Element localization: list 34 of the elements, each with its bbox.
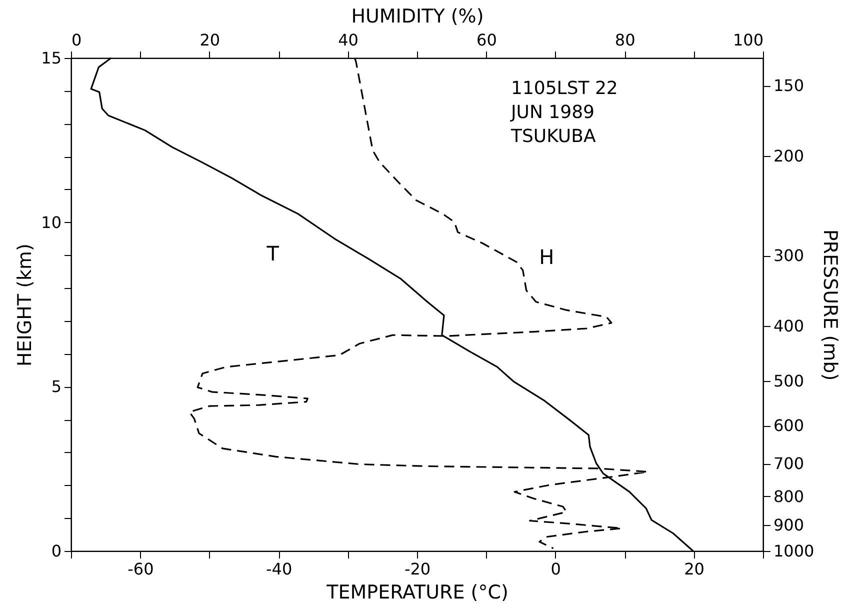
y2-tick-label: 900: [774, 516, 804, 535]
y-tick-label: 5: [51, 377, 62, 396]
y2-tick-label: 400: [774, 316, 804, 336]
y-axis-title: HEIGHT (km): [14, 244, 36, 366]
annotation: JUN 1989: [510, 102, 594, 123]
series-label: H: [539, 245, 554, 270]
x2-tick-label: 0: [72, 30, 82, 50]
x-tick-label: 20: [684, 560, 704, 578]
x2-axis-title: HUMIDITY (%): [351, 6, 484, 28]
x2-tick-label: 20: [200, 30, 220, 50]
x-tick-label: -20: [404, 560, 431, 578]
y2-tick-label: 600: [774, 416, 804, 436]
x-tick-label: -40: [266, 560, 292, 578]
x-axis-title: TEMPERATURE (°C): [326, 582, 508, 604]
y-tick-label: 0: [51, 542, 62, 560]
y-tick-label: 15: [41, 48, 62, 68]
y-tick-label: 10: [41, 212, 62, 232]
y2-axis-title: PRESSURE (mb): [819, 229, 842, 381]
series-label: T: [266, 241, 280, 266]
y2-tick-label: 700: [774, 454, 804, 474]
x2-tick-label: 40: [338, 30, 358, 50]
y2-tick-label: 150: [774, 76, 804, 96]
y2-tick-label: 200: [774, 146, 804, 166]
y2-tick-label: 800: [774, 486, 804, 506]
annotation: 1105LST 22: [511, 78, 618, 99]
y2-tick-label: 500: [774, 371, 804, 390]
x2-tick-label: 80: [614, 30, 636, 50]
x-tick-label: -60: [128, 560, 154, 578]
x2-tick-label: 60: [476, 30, 497, 50]
annotation: TSUKUBA: [510, 126, 596, 147]
x-tick-label: 0: [550, 560, 561, 578]
y2-tick-label: 1000: [774, 542, 814, 560]
x2-tick-label: 100: [732, 30, 764, 50]
y2-tick-label: 300: [774, 246, 804, 266]
